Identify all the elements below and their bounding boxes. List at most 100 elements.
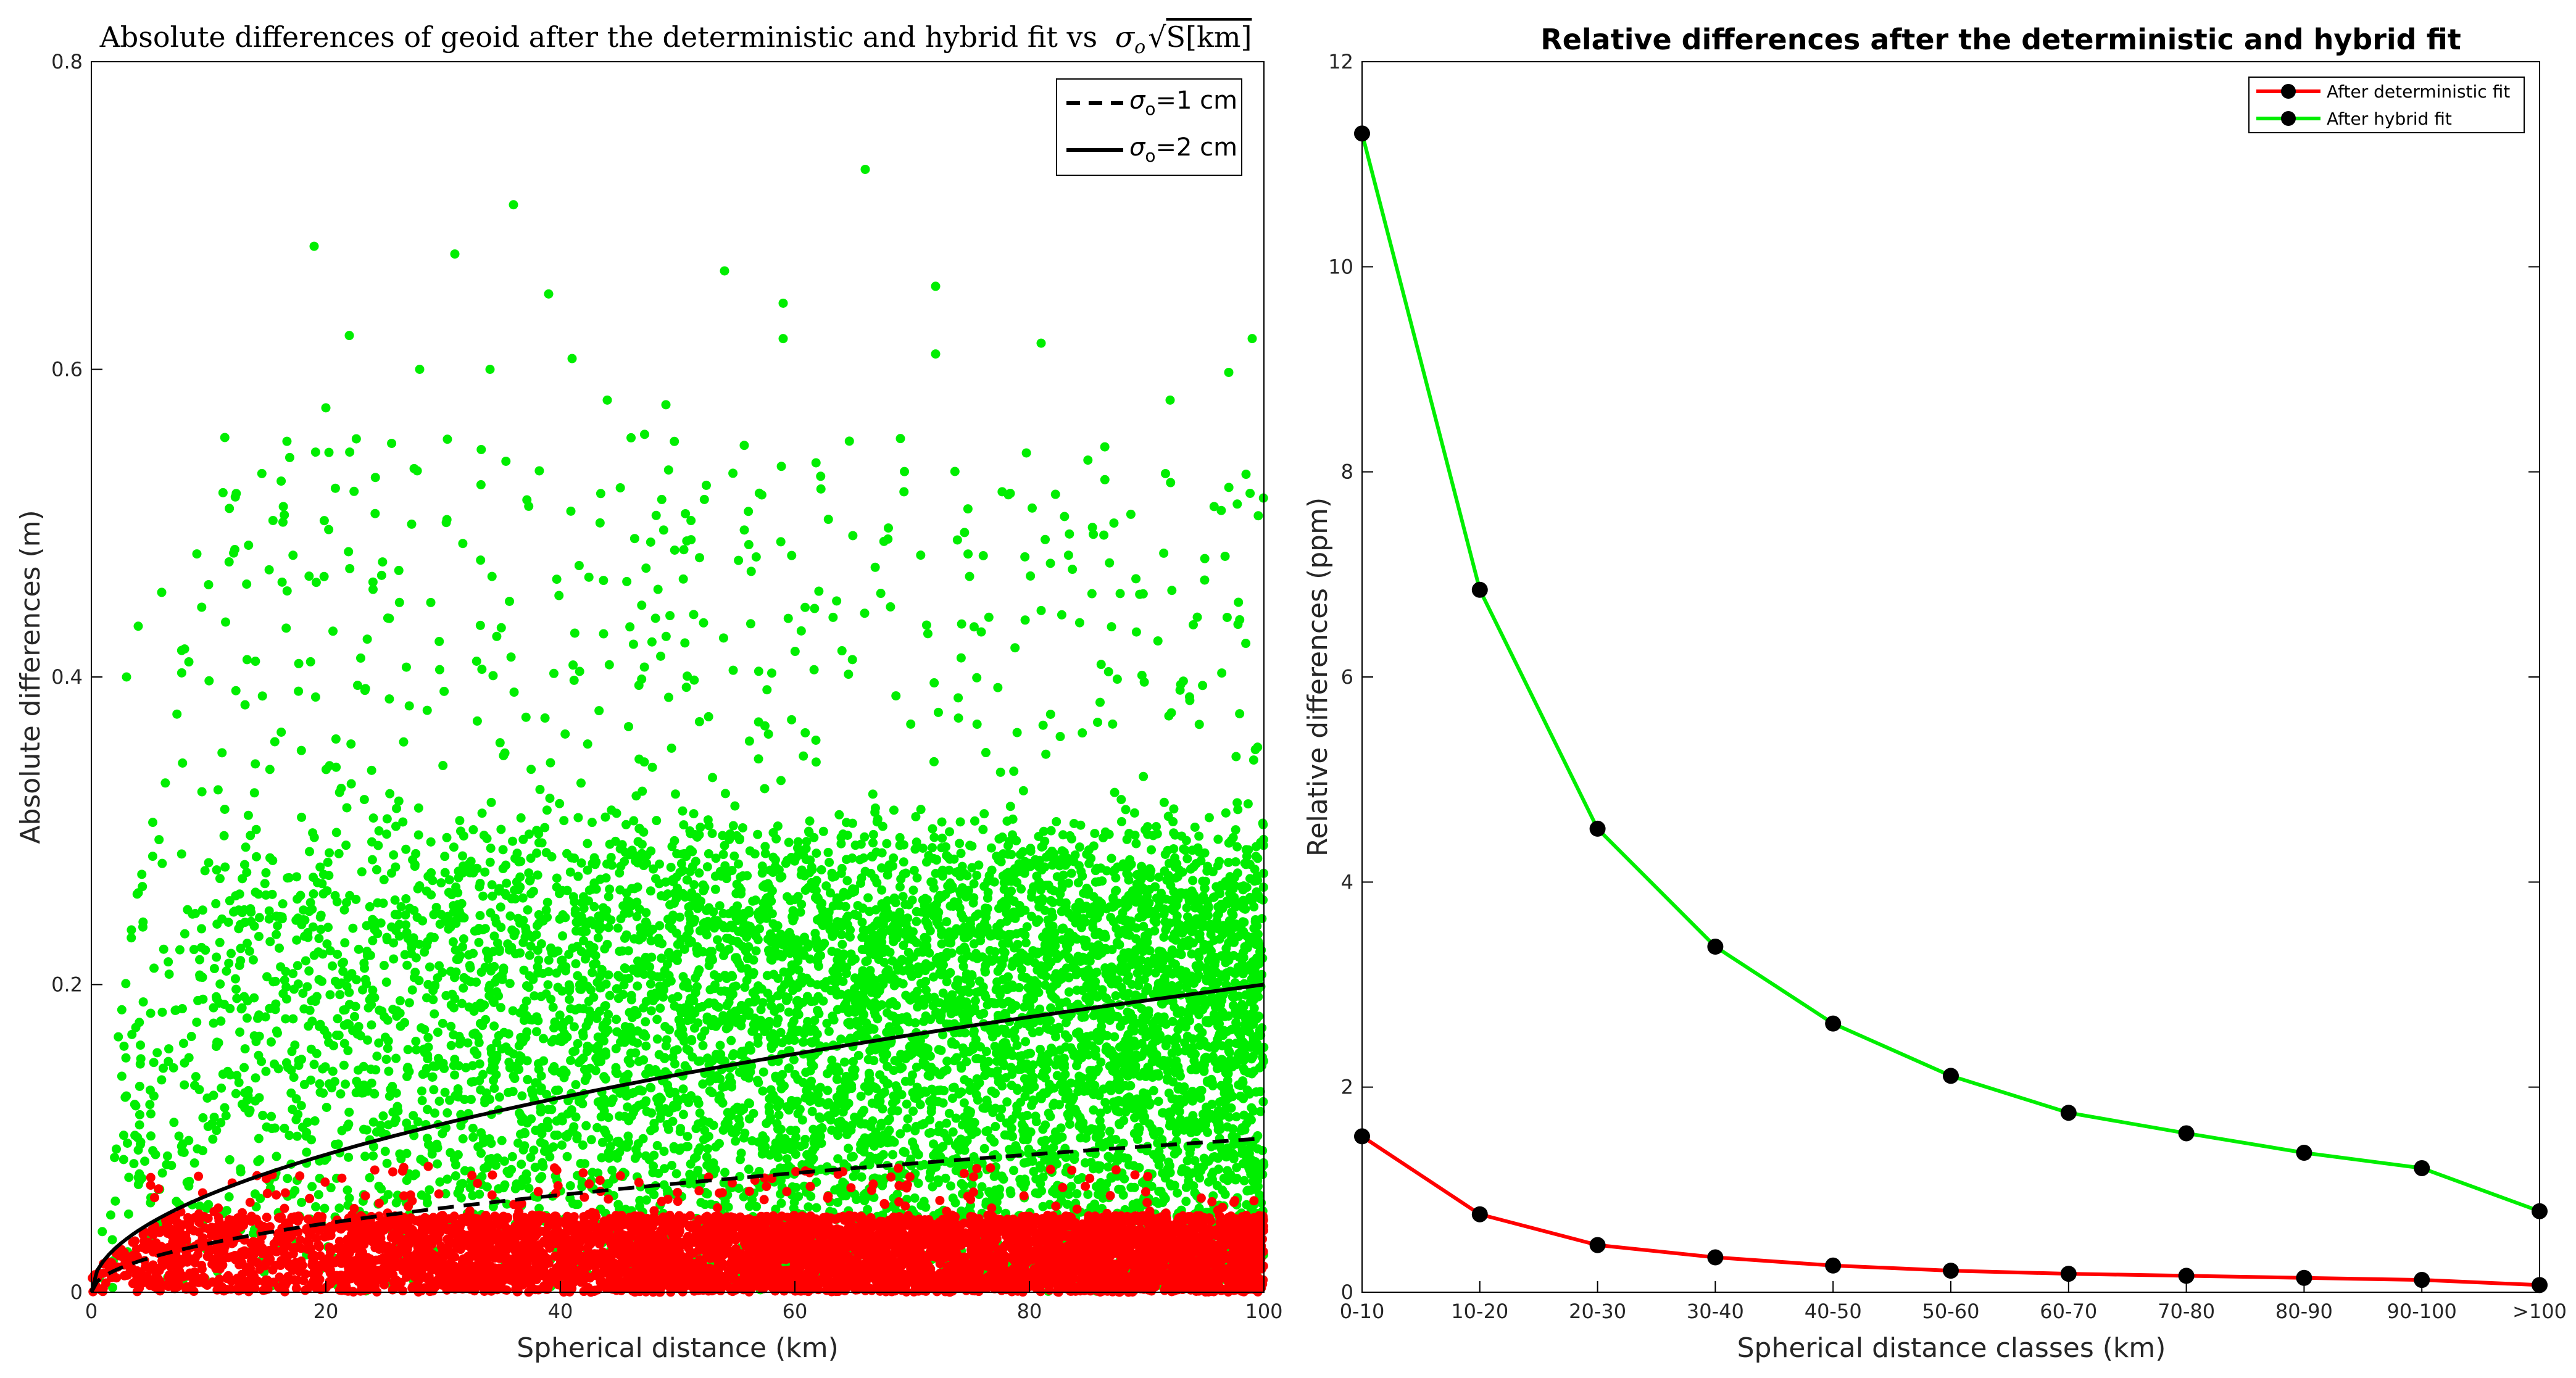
hybrid-fit-point (1204, 813, 1214, 823)
hybrid-fit-point (1236, 1091, 1245, 1101)
hybrid-fit-point (1224, 858, 1234, 868)
hybrid-fit-point (1076, 1042, 1086, 1052)
hybrid-fit-point (481, 946, 491, 956)
hybrid-fit-point (293, 1131, 302, 1141)
hybrid-fit-point (174, 1131, 184, 1141)
hybrid-fit-point (491, 1070, 501, 1080)
hybrid-fit-point (250, 1189, 260, 1199)
hybrid-fit-point (1150, 968, 1160, 978)
hybrid-fit-point (280, 1123, 289, 1133)
hybrid-fit-point (753, 1038, 763, 1048)
hybrid-fit-point (389, 938, 399, 948)
hybrid-fit-point (455, 816, 465, 826)
hybrid-fit-point (459, 983, 468, 993)
hybrid-fit-point (744, 1164, 754, 1174)
hybrid-fit-point (485, 857, 495, 867)
hybrid-fit-point (910, 1193, 920, 1203)
hybrid-fit-point (107, 1282, 117, 1292)
hybrid-fit-point (261, 1066, 271, 1076)
hybrid-fit-point (736, 872, 746, 882)
hybrid-fit-point (1027, 887, 1037, 897)
hybrid-fit-point (832, 990, 842, 1000)
hybrid-fit-point (401, 894, 411, 903)
hybrid-fit-point (895, 882, 905, 892)
hybrid-fit-point (539, 1034, 549, 1044)
hybrid-fit-point (570, 908, 580, 918)
hybrid-fit-point (561, 1131, 571, 1141)
hybrid-fit-point (1064, 987, 1074, 997)
hybrid-fit-point (498, 864, 508, 874)
hybrid-fit-point (299, 1079, 309, 1089)
hybrid-fit-point (1231, 1112, 1241, 1122)
hybrid-fit-point (212, 952, 222, 962)
hybrid-fit-point (135, 1120, 144, 1130)
hybrid-fit-point (652, 816, 662, 826)
hybrid-fit-point (1034, 902, 1044, 912)
hybrid-fit-point (720, 1168, 730, 1177)
hybrid-fit-point (446, 1000, 456, 1010)
hybrid-fit-point (1095, 1116, 1105, 1126)
hybrid-fit-point (1251, 852, 1261, 861)
hybrid-fit-point (698, 947, 708, 957)
hybrid-fit-point (983, 1126, 992, 1135)
hybrid-fit-point (1138, 1106, 1148, 1116)
hybrid-fit-point (484, 991, 494, 1001)
hybrid-fit-point (566, 1004, 576, 1014)
hybrid-fit-point (368, 1151, 378, 1161)
hybrid-fit-point (573, 1039, 583, 1048)
hybrid-fit-point (576, 1055, 586, 1065)
hybrid-fit-point (979, 809, 989, 819)
hybrid-fit-point (249, 921, 259, 931)
hybrid-fit-point (596, 1112, 606, 1122)
hybrid-fit-point (588, 968, 597, 977)
hybrid-fit-point (579, 903, 589, 913)
hybrid-fit-point (839, 1057, 849, 1067)
hybrid-fit-point (217, 1083, 226, 1093)
hybrid-fit-point (1188, 876, 1198, 886)
hybrid-fit-point (837, 863, 847, 873)
hybrid-fit-point (660, 966, 670, 976)
hybrid-fit-point (1213, 834, 1223, 844)
hybrid-fit-point (764, 1102, 774, 1111)
hybrid-fit-point (833, 919, 842, 929)
hybrid-fit-point (468, 1123, 478, 1133)
hybrid-fit-point (297, 1197, 307, 1207)
hybrid-fit-point (748, 969, 758, 979)
hybrid-fit-point (664, 1108, 674, 1118)
hybrid-fit-point (924, 948, 934, 958)
hybrid-fit-point (162, 1151, 172, 1161)
hybrid-fit-point (823, 1085, 833, 1095)
hybrid-fit-point (1102, 1105, 1112, 1114)
hybrid-fit-point (308, 828, 318, 838)
hybrid-fit-point (262, 972, 272, 982)
hybrid-fit-point (536, 1107, 546, 1117)
hybrid-fit-point (215, 874, 225, 884)
hybrid-fit-point (288, 1105, 297, 1114)
hybrid-fit-point (118, 1155, 128, 1164)
hybrid-fit-point (673, 1094, 683, 1104)
hybrid-fit-point (806, 1192, 816, 1202)
hybrid-fit-point (446, 1040, 456, 1050)
hybrid-fit-point (288, 1014, 298, 1024)
hybrid-fit-point (576, 858, 586, 868)
hybrid-fit-point (152, 1048, 162, 1058)
hybrid-fit-point (386, 1084, 396, 1094)
hybrid-fit-point (773, 1015, 783, 1024)
hybrid-fit-point (168, 1063, 178, 1073)
hybrid-fit-point (238, 874, 247, 884)
hybrid-fit-point (910, 1093, 920, 1103)
hybrid-fit-point (1215, 1019, 1224, 1029)
hybrid-fit-point (243, 1085, 253, 1095)
hybrid-fit-point (388, 1107, 398, 1117)
hybrid-fit-point (705, 955, 715, 965)
hybrid-fit-point (1242, 1024, 1252, 1034)
hybrid-fit-point (1050, 935, 1060, 945)
hybrid-fit-point (847, 853, 857, 863)
hybrid-fit-point (615, 1037, 625, 1047)
hybrid-fit-point (979, 1008, 989, 1018)
hybrid-fit-point (973, 953, 983, 963)
hybrid-fit-point (955, 817, 965, 827)
hybrid-fit-point (523, 1074, 533, 1084)
hybrid-fit-point (224, 958, 234, 968)
hybrid-fit-point (623, 946, 633, 956)
